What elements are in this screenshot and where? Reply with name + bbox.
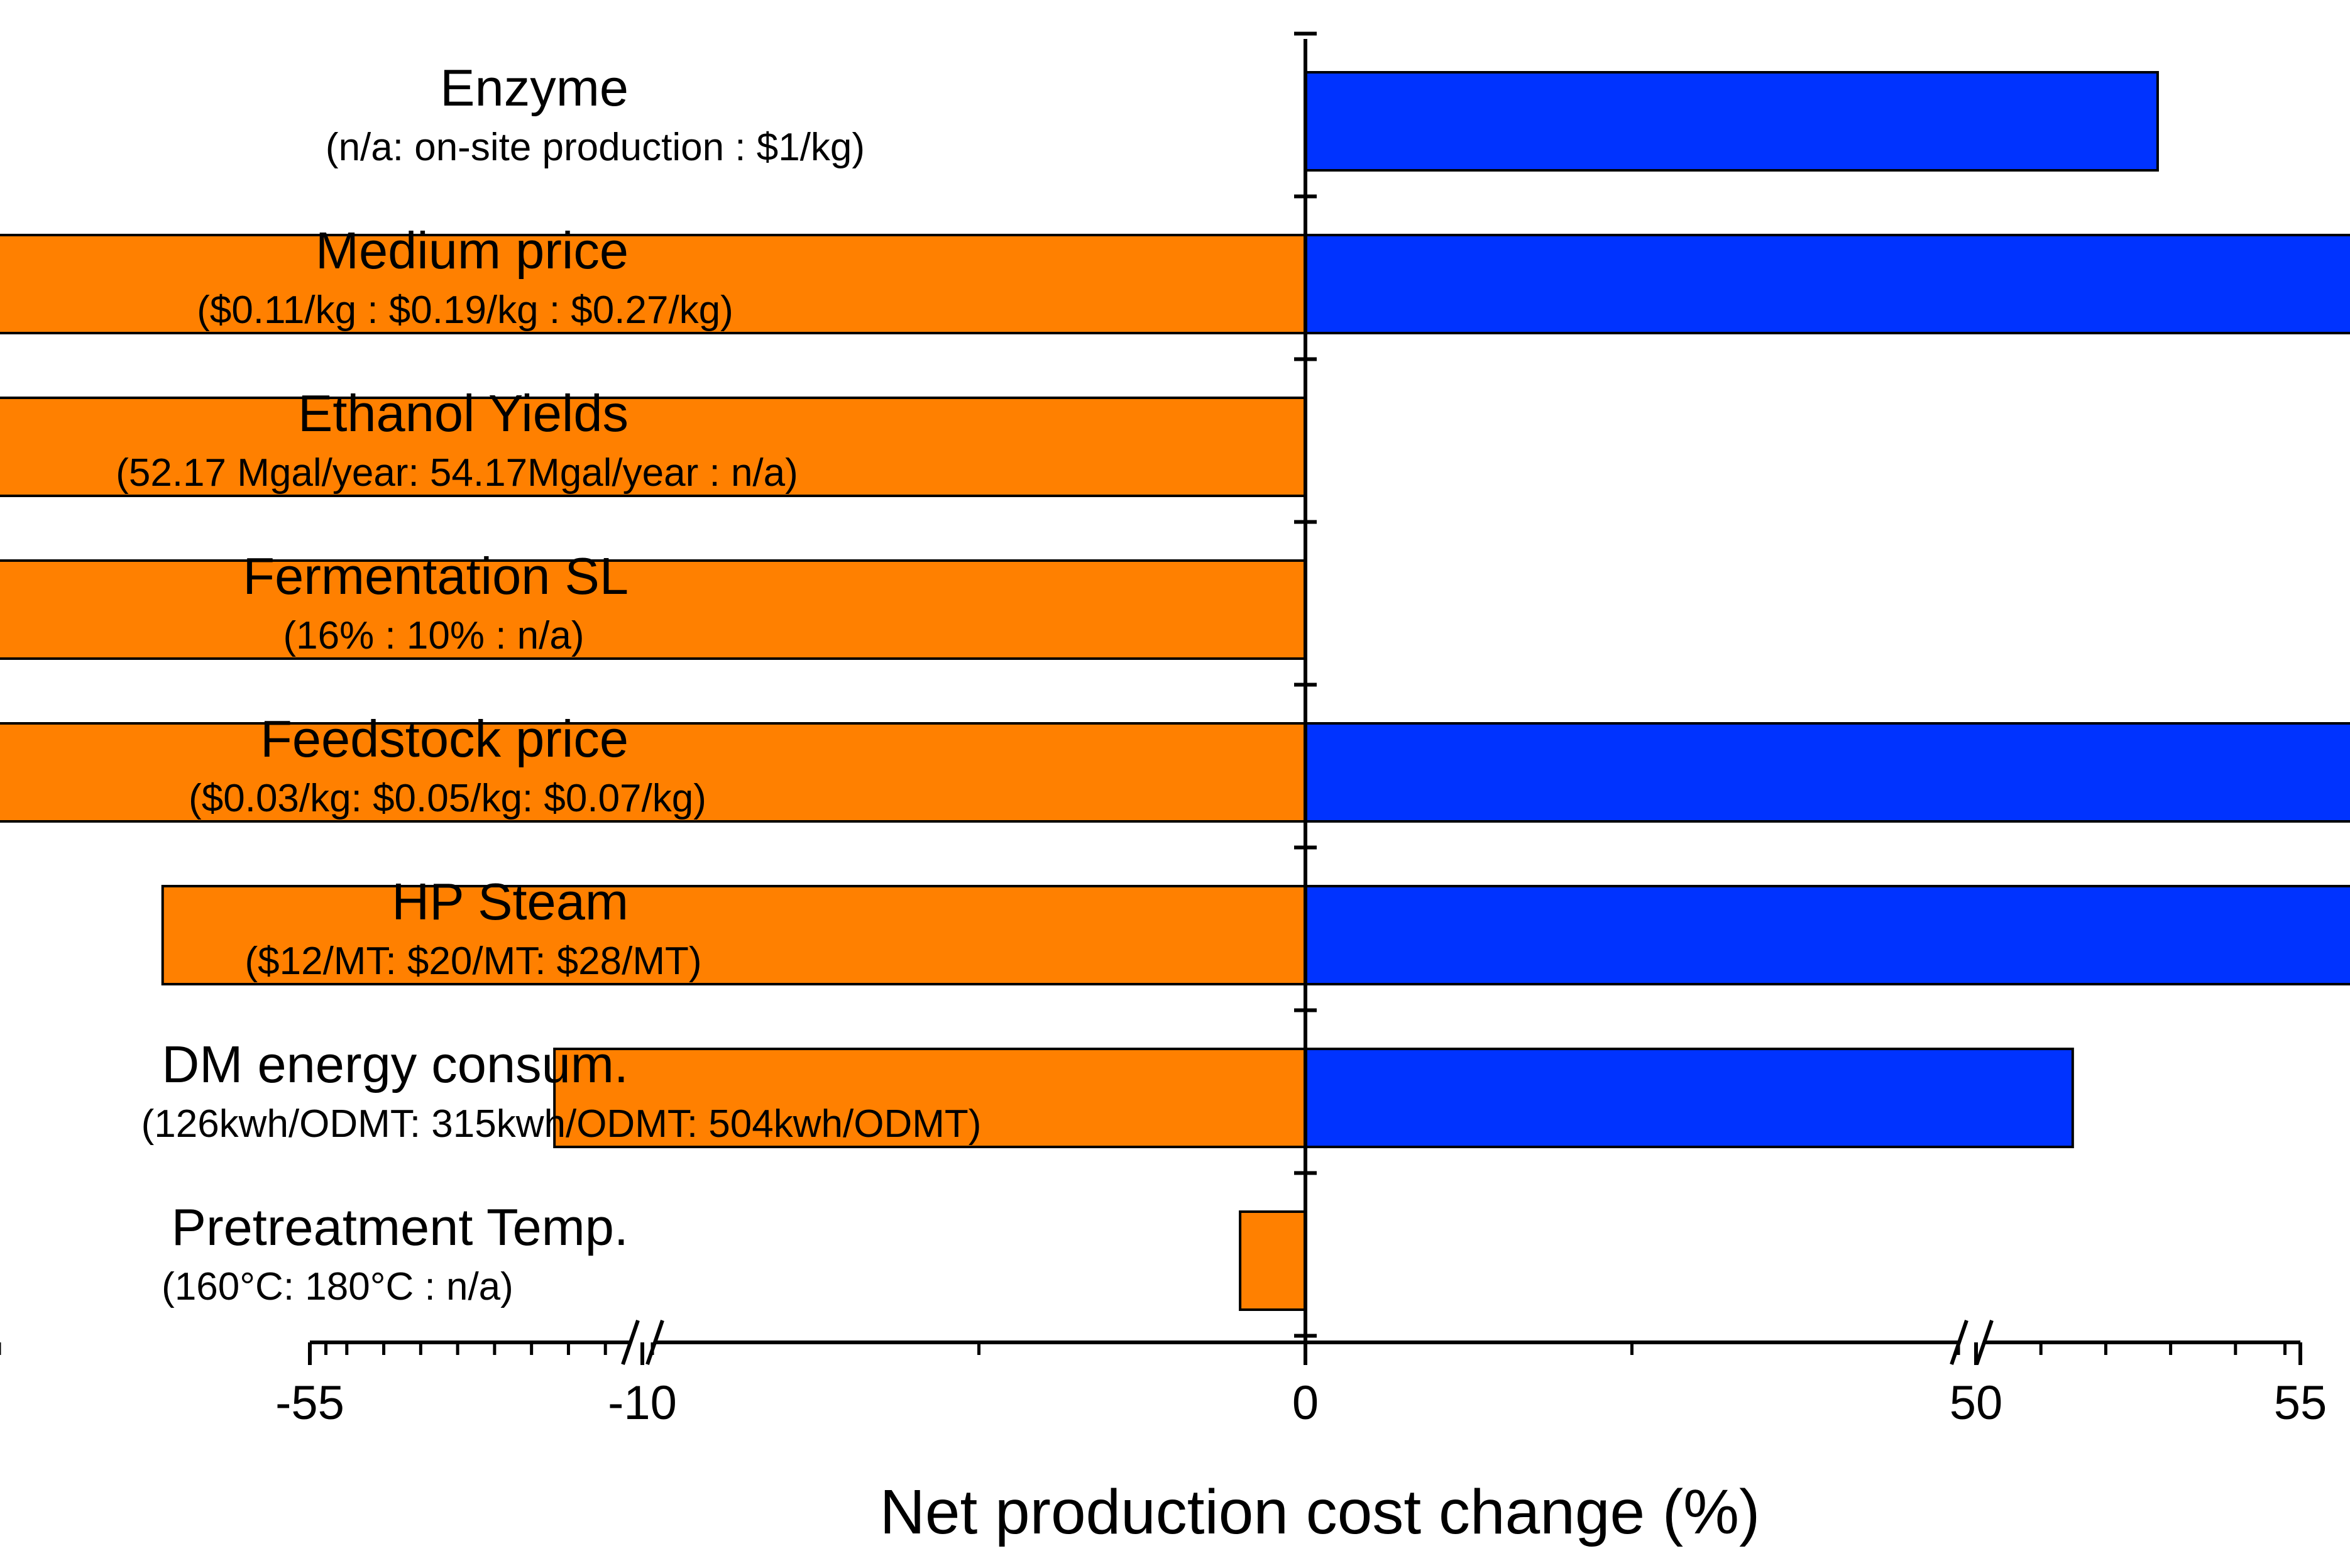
x-tick-label-2: -10 xyxy=(608,1376,677,1430)
bar-high-6 xyxy=(1304,885,2350,985)
bar-low-8 xyxy=(1239,1210,1307,1311)
bar-high-2 xyxy=(1304,234,2350,334)
category-name-7: DM energy consum. xyxy=(162,1035,629,1094)
category-range-3: (52.17 Mgal/year: 54.17Mgal/year : n/a) xyxy=(116,451,798,495)
category-range-1: (n/a: on-site production : $1/kg) xyxy=(326,126,865,169)
category-range-5: ($0.03/kg: $0.05/kg: $0.07/kg) xyxy=(189,777,706,820)
category-name-1: Enzyme xyxy=(440,58,629,117)
x-tick-label-1: -55 xyxy=(275,1376,344,1430)
category-name-8: Pretreatment Temp. xyxy=(172,1198,629,1256)
category-range-2: ($0.11/kg : $0.19/kg : $0.27/kg) xyxy=(197,288,733,332)
bar-high-1 xyxy=(1304,71,2159,172)
x-axis-title: Net production cost change (%) xyxy=(880,1477,1760,1547)
x-tick-label-4: 0 xyxy=(1292,1376,1319,1430)
category-range-7: (126kwh/ODMT: 315kwh/ODMT: 504kwh/ODMT) xyxy=(141,1102,982,1146)
bar-low-4 xyxy=(0,559,1307,660)
bar-low-3 xyxy=(0,397,1307,497)
category-name-3: Ethanol Yields xyxy=(298,384,629,442)
bar-low-5 xyxy=(0,722,1307,823)
category-name-5: Feedstock price xyxy=(260,710,629,768)
bar-high-5 xyxy=(1304,722,2350,823)
category-name-6: HP Steam xyxy=(392,872,629,931)
category-labels: Enzyme (n/a: on-site production : $1/kg) M… xyxy=(116,58,981,1308)
category-name-2: Medium price xyxy=(316,221,629,280)
bars-layer xyxy=(0,71,2350,1311)
x-axis: -55-10-5055055 xyxy=(0,31,2327,1430)
category-range-4: (16% : 10% : n/a) xyxy=(283,614,584,657)
x-tick-label-6: 50 xyxy=(1950,1376,2003,1430)
category-range-8: (160°C: 180°C : n/a) xyxy=(162,1265,513,1308)
bar-high-7 xyxy=(1304,1048,2074,1148)
category-name-4: Fermentation SL xyxy=(243,547,629,605)
axis-break-mark-1-2 xyxy=(645,1320,664,1365)
category-range-6: ($12/MT: $20/MT: $28/MT) xyxy=(244,940,701,983)
axis-break-mark-1-1 xyxy=(621,1320,640,1365)
bar-low-6 xyxy=(161,885,1307,985)
x-tick-label-7: 55 xyxy=(2274,1376,2327,1430)
axis-break-mark-2-2 xyxy=(1975,1320,1994,1365)
